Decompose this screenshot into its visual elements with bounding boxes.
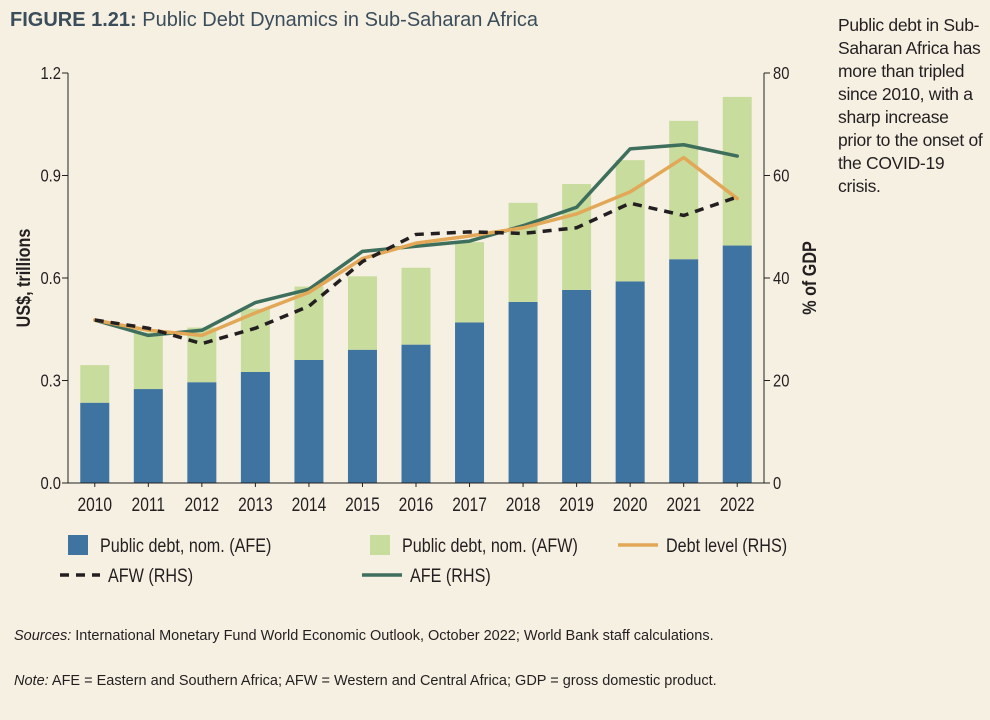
legend-label-public-debt-nom-afe: Public debt, nom. (AFE)	[100, 535, 271, 557]
x-tick-label-2011: 2011	[132, 494, 165, 516]
bar-afe-2015	[347, 349, 377, 483]
y2-tick-label: 0	[773, 474, 781, 494]
legend: Public debt, nom. (AFE) Public debt, nom.…	[60, 535, 787, 587]
ticks-layer: 0.0 0.3 0.6 0.9 1.2 0 20 40 60 80 2010 2011 2012 2013…	[13, 64, 821, 516]
x-tick-label-2012: 2012	[185, 494, 220, 516]
sources-label: Sources:	[14, 628, 72, 644]
figure-title: FIGURE 1.21: Public Debt Dynamics in Sub…	[10, 9, 538, 32]
x-tick-label-2021: 2021	[666, 494, 701, 516]
legend-swatch-public-debt-nom-afw	[370, 535, 390, 555]
lines-layer	[93, 143, 739, 346]
line-debt-level-rhs	[93, 155, 739, 338]
bar-afe-2017	[455, 322, 485, 483]
x-tick-label-2015: 2015	[345, 494, 380, 516]
bars-layer	[80, 96, 752, 483]
note-label: Note:	[14, 673, 49, 689]
bar-afe-2021	[669, 259, 699, 483]
abbreviation-note: Note: AFE = Eastern and Southern Africa;…	[14, 672, 774, 690]
note-text: AFE = Eastern and Southern Africa; AFW =…	[51, 673, 717, 689]
bar-afe-2010	[80, 402, 110, 483]
y2-tick-label: 20	[773, 371, 789, 391]
legend-swatch-public-debt-nom-afe	[68, 535, 88, 555]
bar-afw-2019	[562, 184, 592, 290]
bar-afe-2019	[562, 289, 592, 483]
x-tick-label-2022: 2022	[720, 494, 755, 516]
bar-afw-2013	[240, 308, 270, 372]
bar-afw-2011	[133, 332, 163, 390]
x-tick-label-2010: 2010	[77, 494, 112, 516]
bar-afw-2010	[80, 365, 110, 403]
x-tick-label-2018: 2018	[506, 494, 541, 516]
bar-afw-2017	[455, 242, 485, 323]
bar-afe-2014	[294, 360, 324, 483]
bar-afw-2020	[615, 160, 645, 282]
y2-tick-label: 40	[773, 269, 789, 289]
bar-afw-2014	[294, 286, 324, 360]
legend-label-debt-level-rhs: Debt level (RHS)	[666, 535, 787, 557]
bar-afe-2011	[133, 389, 163, 483]
y-tick-label: 0.6	[41, 269, 61, 289]
x-tick-label-2016: 2016	[399, 494, 434, 516]
side-note: Public debt in Sub-Saharan Africa has mo…	[838, 15, 983, 196]
bar-afe-2020	[615, 281, 645, 483]
x-tick-label-2017: 2017	[452, 494, 487, 516]
x-tick-label-2019: 2019	[559, 494, 594, 516]
legend-label-public-debt-nom-afw: Public debt, nom. (AFW)	[402, 535, 578, 557]
y-tick-label: 0.9	[41, 166, 61, 186]
bar-afw-2021	[669, 120, 699, 260]
x-tick-label-2014: 2014	[292, 494, 327, 516]
y2-axis-title: % of GDP	[799, 241, 821, 315]
y-tick-label: 0.0	[41, 474, 61, 494]
y2-tick-label: 60	[773, 166, 789, 186]
legend-label-afw-rhs: AFW (RHS)	[108, 565, 193, 587]
bar-afe-2022	[722, 245, 752, 483]
y-tick-label: 1.2	[41, 64, 61, 84]
bar-afe-2013	[240, 371, 270, 483]
figure-number: FIGURE 1.21:	[10, 9, 137, 31]
legend-label-afe-rhs: AFE (RHS)	[410, 565, 491, 587]
bar-afe-2016	[401, 344, 431, 483]
bar-afw-2015	[347, 276, 377, 350]
bar-afw-2022	[722, 96, 752, 246]
bar-afw-2016	[401, 267, 431, 345]
bar-afe-2018	[508, 301, 538, 483]
line-afw-rhs	[94, 195, 738, 346]
x-tick-label-2013: 2013	[238, 494, 273, 516]
bar-afe-2012	[187, 382, 217, 483]
debt-chart: 0.0 0.3 0.6 0.9 1.2 0 20 40 60 80 2010 2011 2012 2013…	[13, 64, 821, 587]
sources-text: International Monetary Fund World Econom…	[75, 628, 714, 644]
y-tick-label: 0.3	[41, 371, 61, 391]
figure-title-text: Public Debt Dynamics in Sub-Saharan Afri…	[142, 9, 539, 31]
x-tick-label-2020: 2020	[613, 494, 648, 516]
sources-note: Sources: International Monetary Fund Wor…	[14, 627, 774, 645]
y-axis-title: US$, trillions	[13, 228, 35, 327]
line-afe-rhs	[93, 143, 739, 338]
bar-afw-2018	[508, 202, 538, 302]
y2-tick-label: 80	[773, 64, 789, 84]
